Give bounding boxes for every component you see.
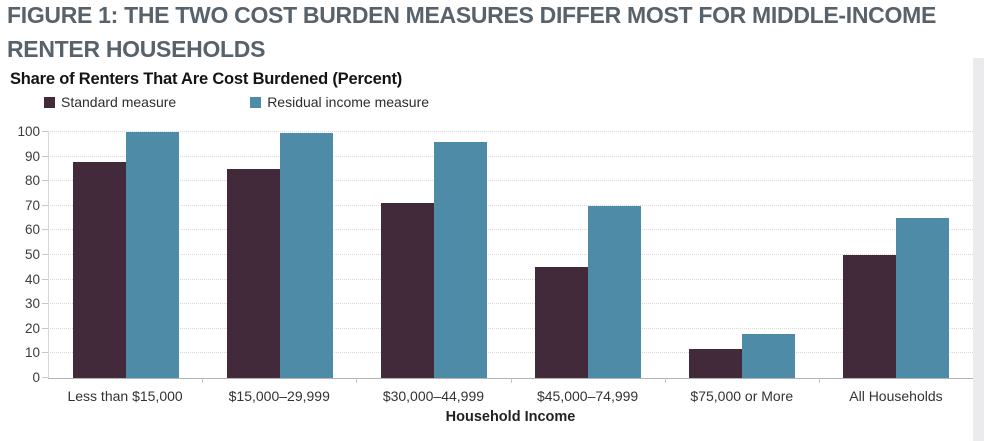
bar-residual-income-measure xyxy=(742,333,795,378)
bar-group xyxy=(49,132,203,378)
gridline: 80 xyxy=(25,173,973,188)
gridline: 20 xyxy=(25,321,973,336)
bar-residual-income-measure xyxy=(588,205,641,378)
y-tick-mark xyxy=(42,131,48,132)
bar-group xyxy=(665,132,819,378)
y-axis-line xyxy=(48,132,49,378)
x-axis-title: Household Income xyxy=(445,409,576,425)
bar-standard-measure xyxy=(689,348,742,378)
figure-title: FIGURE 1: THE TWO COST BURDEN MEASURES D… xyxy=(7,0,977,66)
legend-swatch-icon xyxy=(250,96,262,108)
y-tick-mark xyxy=(42,377,48,378)
gridline: 40 xyxy=(25,272,973,287)
bar-standard-measure xyxy=(843,255,896,378)
x-tick-mark xyxy=(202,378,204,383)
legend-item-0: Standard measure xyxy=(44,94,176,110)
y-tick-label: 0 xyxy=(32,370,40,385)
bar-residual-income-measure xyxy=(280,133,333,378)
x-tick-mark xyxy=(356,378,358,383)
bar-standard-measure xyxy=(535,267,588,378)
gridline: 100 xyxy=(17,124,973,139)
y-tick-label: 80 xyxy=(24,173,40,188)
bar-residual-income-measure xyxy=(434,141,487,378)
gridline: 70 xyxy=(25,198,973,213)
gridline: 50 xyxy=(25,247,973,262)
x-tick-label: All Households xyxy=(849,388,943,404)
x-tick-mark xyxy=(510,378,512,383)
y-tick-mark xyxy=(42,352,48,353)
legend-swatch-icon xyxy=(44,96,55,108)
y-tick-label: 40 xyxy=(24,272,40,287)
gridline: 10 xyxy=(25,345,973,360)
y-tick-label: 10 xyxy=(24,345,40,360)
bar-group xyxy=(357,132,511,378)
bars-layer xyxy=(49,132,973,378)
page-edge-strip xyxy=(973,58,984,441)
y-tick-mark xyxy=(42,180,48,181)
bar-group xyxy=(511,132,665,378)
legend-item-1: Residual income measure xyxy=(250,94,429,110)
legend-label: Residual income measure xyxy=(267,94,430,110)
x-tick-label: $30,000–44,999 xyxy=(382,388,485,404)
bar-group xyxy=(819,132,973,378)
figure-title-line-1: FIGURE 1: THE TWO COST BURDEN MEASURES D… xyxy=(7,2,936,28)
x-tick-label: $45,000–74,999 xyxy=(536,388,639,404)
y-tick-mark xyxy=(42,254,48,255)
y-tick-label: 30 xyxy=(24,296,40,311)
legend-label: Standard measure xyxy=(61,94,177,110)
y-tick-label: 50 xyxy=(24,247,40,262)
x-tick-mark xyxy=(664,378,666,383)
gridline: 60 xyxy=(25,222,973,237)
gridline: 90 xyxy=(25,149,973,164)
y-tick-label: 100 xyxy=(17,124,40,139)
x-axis-labels: Less than $15,000 $15,000–29,999 $30,000–4… xyxy=(48,388,973,404)
x-tick-mark xyxy=(818,378,820,383)
plot-area: 0 10 20 30 40 50 60 70 80 90 100 xyxy=(17,124,973,385)
x-tick-label: $15,000–29,999 xyxy=(228,388,330,404)
y-tick-mark xyxy=(42,303,48,304)
y-tick-label: 60 xyxy=(24,222,40,237)
bar-residual-income-measure xyxy=(896,218,949,378)
chart-title: Share of Renters That Are Cost Burdened … xyxy=(10,70,403,88)
x-tick-label: Less than $15,000 xyxy=(67,388,183,404)
y-tick-label: 70 xyxy=(24,198,40,213)
y-tick-mark xyxy=(42,279,48,280)
y-tick-mark xyxy=(42,205,48,206)
chart-legend: Standard measure Residual income measure xyxy=(44,94,429,110)
bar-standard-measure xyxy=(227,168,280,378)
y-tick-label: 20 xyxy=(24,321,40,336)
x-tick-label: $75,000 or More xyxy=(690,388,794,404)
bar-standard-measure xyxy=(381,203,434,378)
y-tick-mark xyxy=(42,229,48,230)
bar-standard-measure xyxy=(73,161,126,378)
y-tick-label: 90 xyxy=(24,149,40,164)
y-tick-mark xyxy=(42,156,48,157)
figure-title-line-2: RENTER HOUSEHOLDS xyxy=(7,36,266,62)
gridline: 30 xyxy=(25,296,973,311)
bar-residual-income-measure xyxy=(126,132,179,378)
y-tick-mark xyxy=(42,328,48,329)
bar-group xyxy=(203,132,357,378)
